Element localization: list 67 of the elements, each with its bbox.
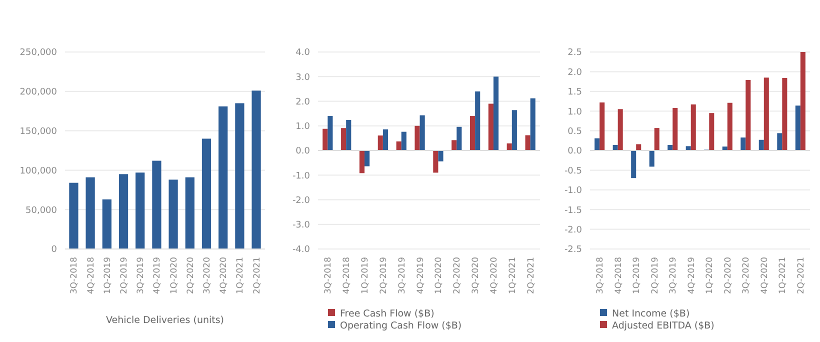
x-tick-label: 4Q-2018 [342, 257, 352, 294]
x-tick-label: 3Q-2019 [397, 257, 408, 294]
y-tick-label: 2.0 [296, 97, 310, 108]
x-tick-label: 2Q-2021 [526, 257, 536, 294]
x-tick-label: 3Q-2020 [742, 257, 752, 294]
x-tick-label: 2Q-2021 [252, 257, 262, 294]
x-tick-label: 2Q-2019 [119, 257, 130, 294]
y-tick-label: -1.0 [564, 186, 582, 196]
y-tick-label: 0 [51, 245, 58, 256]
x-tick-label: 3Q-2020 [202, 257, 212, 294]
y-tick-label: -2.0 [292, 196, 310, 206]
x-tick-label: 1Q-2019 [102, 257, 113, 294]
y-tick-label: 1.5 [568, 88, 582, 98]
x-tick-label: 4Q-2020 [489, 257, 500, 294]
x-tick-label: 4Q-2018 [86, 257, 96, 294]
y-tick-label: -3.0 [292, 220, 310, 231]
x-axis-title: Vehicle Deliveries (units) [106, 315, 224, 326]
x-tick-label: 1Q-2019 [360, 257, 370, 294]
x-tick-label: 3Q-2019 [136, 257, 146, 294]
x-tick-label: 3Q-2018 [596, 257, 606, 294]
x-tick-label: 2Q-2019 [378, 257, 389, 294]
y-tick-label: -2.0 [564, 225, 582, 236]
x-tick-label: 1Q-2021 [778, 257, 788, 294]
y-tick-label: 150,000 [20, 126, 58, 137]
x-tick-label: 4Q-2018 [614, 257, 624, 294]
x-tick-label: 4Q-2019 [686, 257, 697, 294]
y-tick-label: -1.5 [564, 206, 582, 216]
x-tick-label: 2Q-2020 [186, 257, 196, 294]
y-tick-label: -4.0 [292, 245, 310, 256]
y-tick-label: 0.0 [568, 146, 582, 157]
x-tick-label: 2Q-2020 [723, 257, 734, 294]
y-tick-label: 50,000 [26, 206, 58, 216]
x-tick-label: 3Q-2018 [324, 257, 334, 294]
x-tick-label: 3Q-2019 [668, 257, 679, 294]
y-tick-label: 4.0 [296, 48, 310, 58]
x-tick-label: 1Q-2019 [632, 257, 642, 294]
legend-label: Operating Cash Flow ($B) [340, 320, 462, 332]
x-tick-label: 1Q-2020 [434, 257, 444, 294]
x-tick-label: 4Q-2019 [152, 257, 163, 294]
legend-label: Net Income ($B) [612, 308, 690, 320]
x-tick-label: 1Q-2020 [169, 257, 180, 294]
legend-label: Free Cash Flow ($B) [340, 308, 434, 320]
y-tick-label: 250,000 [20, 48, 58, 58]
y-tick-label: 200,000 [20, 88, 58, 98]
x-tick-label: 4Q-2020 [760, 257, 770, 294]
y-tick-label: 0.0 [296, 146, 310, 157]
y-tick-label: -0.5 [564, 166, 582, 176]
legend-label: Adjusted EBITDA ($B) [612, 320, 714, 332]
x-tick-label: 3Q-2018 [70, 257, 80, 294]
y-tick-label: 1.0 [296, 122, 310, 132]
y-tick-label: 2.5 [568, 48, 582, 58]
x-tick-label: 3Q-2020 [471, 257, 482, 294]
y-tick-label: 2.0 [568, 68, 582, 78]
x-tick-label: 4Q-2019 [416, 257, 426, 294]
x-tick-label: 2Q-2020 [452, 257, 463, 294]
x-tick-label: 4Q-2020 [219, 257, 230, 294]
x-tick-label: 2Q-2019 [650, 257, 660, 294]
x-tick-label: 1Q-2021 [508, 257, 518, 294]
x-tick-label: 1Q-2021 [236, 257, 246, 294]
y-tick-label: -1.0 [292, 171, 310, 182]
y-tick-label: -2.5 [564, 245, 582, 256]
x-tick-label: 2Q-2021 [796, 257, 806, 294]
y-tick-label: 0.5 [568, 126, 582, 137]
y-tick-label: 100,000 [20, 166, 58, 176]
x-tick-label: 1Q-2020 [705, 257, 716, 294]
y-tick-label: 3.0 [296, 72, 310, 83]
y-tick-label: 1.0 [568, 107, 582, 118]
